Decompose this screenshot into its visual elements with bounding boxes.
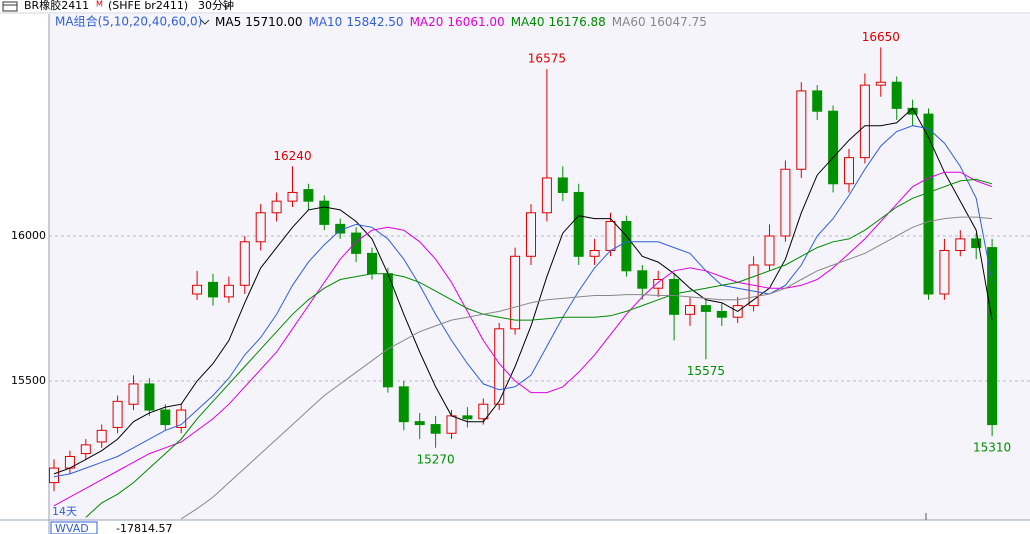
exchange: (SHFE br2411) xyxy=(108,0,188,12)
candle-down xyxy=(303,189,314,202)
candle-up xyxy=(685,305,695,315)
low-label: 15310 xyxy=(973,441,1011,455)
y-tick-label: 16000 xyxy=(11,229,46,242)
candle-up xyxy=(287,191,298,202)
indicator-value: -17814.57 xyxy=(116,522,172,534)
candle-down xyxy=(573,191,584,257)
high-label: 16575 xyxy=(528,52,566,66)
candle-down xyxy=(621,220,632,272)
candle-up xyxy=(255,212,266,243)
candle-up xyxy=(128,383,139,405)
candle-up xyxy=(112,400,123,428)
legend-entry: MA10 15842.50 xyxy=(308,15,403,29)
window-icon[interactable] xyxy=(2,1,18,12)
candle-down xyxy=(398,386,409,423)
ma-line xyxy=(85,178,993,518)
candle-up xyxy=(223,284,234,298)
legend-value: 16176.88 xyxy=(549,15,606,29)
period[interactable]: 30分钟 xyxy=(198,0,234,12)
legend-value: 16061.00 xyxy=(447,15,504,29)
indicator-box[interactable] xyxy=(50,521,98,534)
ma-line xyxy=(53,107,993,475)
legend-name: MA40 xyxy=(511,15,545,29)
candle-up xyxy=(653,278,664,289)
low-label: 15270 xyxy=(417,452,455,466)
candle-down xyxy=(144,383,155,411)
ma-line xyxy=(53,171,993,507)
candle-up xyxy=(939,249,950,295)
candle-down xyxy=(891,81,902,109)
candle-down xyxy=(462,415,473,420)
candle-down xyxy=(669,278,680,315)
candle-up xyxy=(780,168,791,237)
candle-up xyxy=(589,249,600,257)
low-label: 15575 xyxy=(687,364,725,378)
candle-down xyxy=(557,177,568,193)
period-dropdown[interactable] xyxy=(221,3,231,9)
candle-up xyxy=(478,403,489,420)
legend-value: 16047.75 xyxy=(650,15,707,29)
high-label: 16240 xyxy=(273,149,311,163)
high-label: 16650 xyxy=(862,30,900,44)
candle-down xyxy=(923,113,934,295)
candle-down xyxy=(414,421,425,426)
candle-up xyxy=(796,90,807,170)
candle-up xyxy=(271,200,282,214)
legend-name: MA5 xyxy=(215,15,241,29)
y-tick-label: 15500 xyxy=(11,374,46,387)
candle-down xyxy=(351,232,362,254)
badge: M xyxy=(96,0,103,9)
candle-down xyxy=(812,90,823,112)
candle-up xyxy=(875,81,886,86)
candle-down xyxy=(828,110,839,185)
days-label: 14天 xyxy=(52,505,77,518)
candle-down xyxy=(700,305,711,312)
candle-up xyxy=(446,415,457,434)
legend-entry: MA60 16047.75 xyxy=(612,15,707,29)
candle-down xyxy=(637,270,648,289)
legend-name: MA10 xyxy=(308,15,342,29)
legend-value: 15710.00 xyxy=(245,15,302,29)
candle-down xyxy=(971,238,982,249)
symbol[interactable]: BR橡胶2411 xyxy=(24,0,89,12)
candle-up xyxy=(176,409,187,428)
ma-group[interactable]: MA组合(5,10,20,40,60,0) xyxy=(55,14,202,29)
candle-up xyxy=(494,328,505,405)
legend-entry: MA40 16176.88 xyxy=(511,15,606,29)
candle-up xyxy=(49,467,59,484)
candle-up xyxy=(541,177,552,214)
legend-value: 15842.50 xyxy=(346,15,403,29)
candle-down xyxy=(319,200,330,225)
candle-down xyxy=(208,281,218,298)
legend-name: MA60 xyxy=(612,15,646,29)
candle-down xyxy=(382,273,393,388)
candle-up xyxy=(510,255,521,330)
candle-down xyxy=(987,247,998,426)
candle-up xyxy=(192,284,203,295)
candle-up xyxy=(955,238,966,251)
candle-down xyxy=(367,252,377,275)
candle-up xyxy=(844,157,854,185)
candle-up xyxy=(859,84,870,159)
candle-down xyxy=(430,424,441,434)
candle-down xyxy=(716,310,727,318)
legend-entry: MA5 15710.00 xyxy=(215,15,302,29)
ma-line xyxy=(180,216,993,520)
candle-up xyxy=(96,429,107,443)
legend-name: MA20 xyxy=(410,15,444,29)
plot-area xyxy=(49,14,1030,520)
legend-entry: MA20 16061.00 xyxy=(410,15,505,29)
candle-up xyxy=(605,220,616,251)
candle-up xyxy=(764,235,775,266)
indicator-name[interactable]: WVAD xyxy=(55,522,89,534)
ma-dropdown[interactable] xyxy=(200,19,210,25)
candle-up xyxy=(526,212,536,257)
ma-line xyxy=(53,125,993,478)
candle-up xyxy=(80,444,91,455)
candle-down xyxy=(160,409,171,426)
legend: MA5 15710.00 MA10 15842.50 MA20 16061.00 MA40 1… xyxy=(215,15,707,29)
candle-up xyxy=(239,241,250,286)
